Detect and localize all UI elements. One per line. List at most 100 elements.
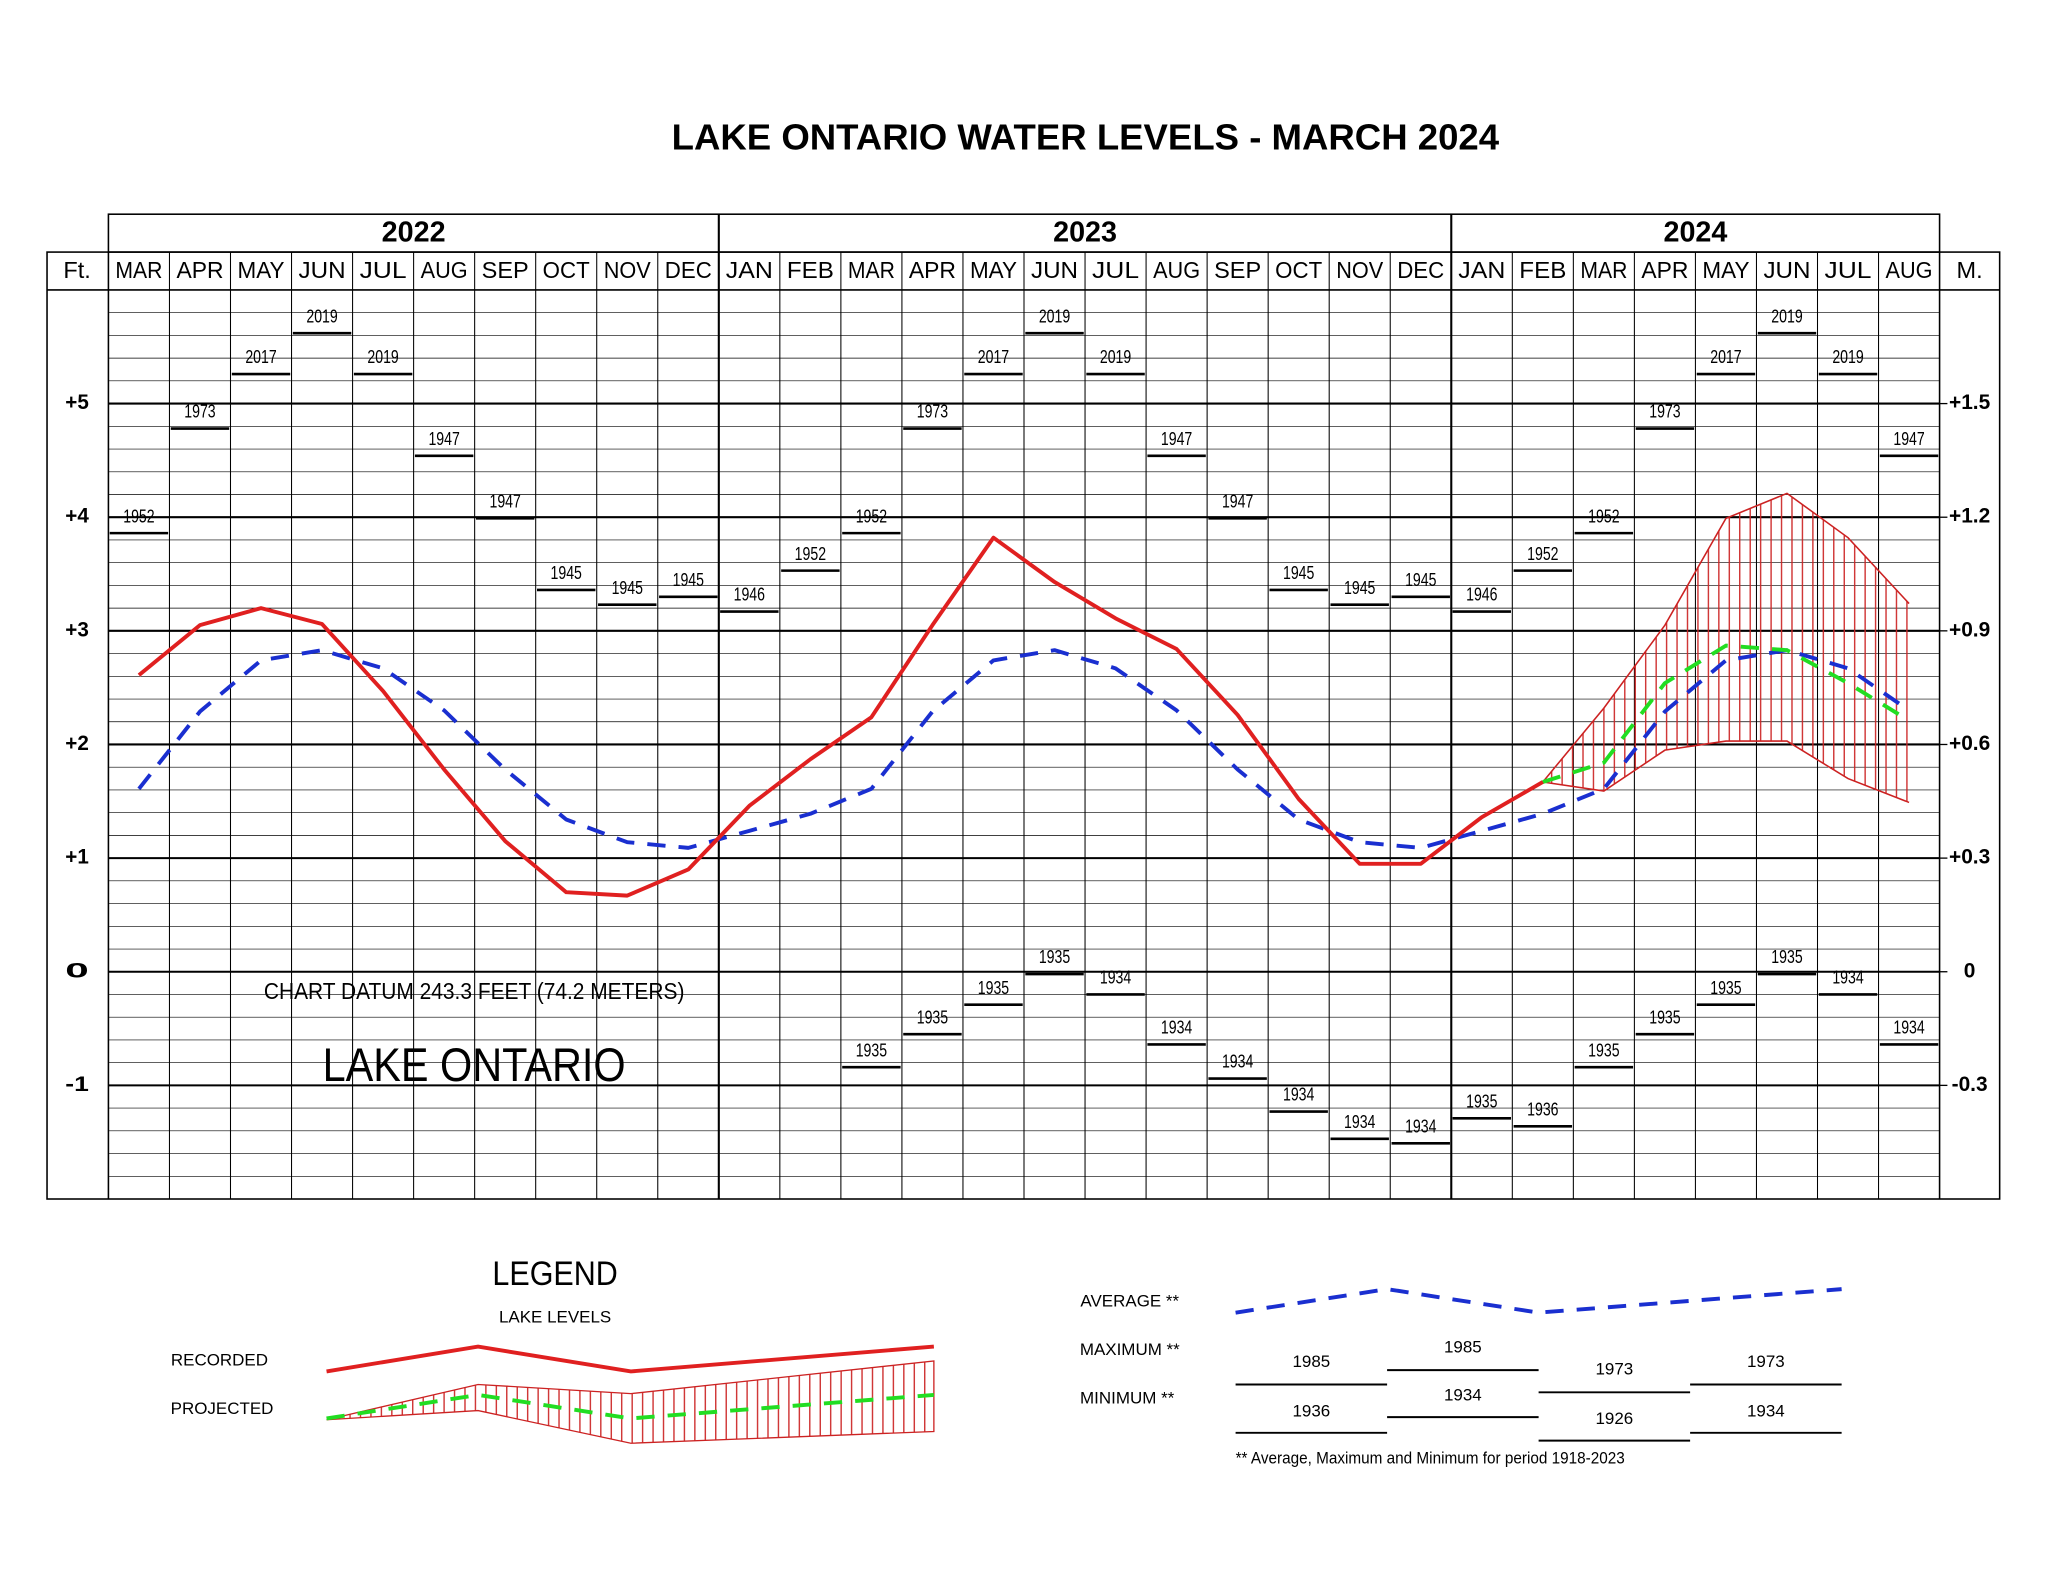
- plot: 2022 MAR APR MAY JUN JUL AUG SEP OCT NOV DEC 2023 JA…: [46, 213, 2001, 1200]
- record-year: 1947: [1161, 428, 1192, 449]
- x-tick-label: JUL: [360, 257, 407, 283]
- y-tick-label: +3: [65, 618, 89, 641]
- legend-subtitle: LAKE LEVELS: [499, 1307, 611, 1326]
- record-year: 1947: [489, 491, 520, 512]
- x-tick-label: OCT: [1275, 257, 1322, 283]
- record-year: 1935: [1039, 946, 1070, 967]
- y-tick-label: +5: [65, 391, 89, 414]
- y-tick-label: -1: [65, 1073, 89, 1096]
- y-tick-label: +2: [65, 732, 89, 755]
- x-tick-label: APR: [909, 257, 956, 283]
- x-tick-label: OCT: [543, 257, 590, 283]
- x-tick-label: AUG: [1886, 257, 1933, 283]
- x-tick-label: SEP: [482, 257, 529, 283]
- record-year: 2017: [245, 346, 276, 367]
- x-tick-label: APR: [176, 257, 223, 283]
- x-tick-label: MAY: [970, 257, 1017, 283]
- series-line: [137, 648, 1911, 850]
- annotation: LAKE ONTARIO: [323, 1038, 626, 1091]
- record-year: 1952: [856, 505, 887, 526]
- legend-title: LEGEND: [492, 1255, 617, 1293]
- legend-sample-year: 1926: [1595, 1409, 1633, 1428]
- record-year: 1973: [1649, 401, 1680, 422]
- x-tick-label: APR: [1641, 257, 1688, 283]
- record-year: 1935: [1466, 1090, 1497, 1111]
- y2-tick-label: 0: [1964, 959, 1976, 982]
- record-year: 2019: [1832, 346, 1863, 367]
- legend-label: MINIMUM **: [1080, 1388, 1175, 1407]
- x-tick-label: MAR: [115, 257, 162, 283]
- record-year: 2019: [1771, 305, 1802, 326]
- record-year: 2017: [1710, 346, 1741, 367]
- y2-tick-label: +1.5: [1949, 391, 1991, 414]
- record-year: 2019: [306, 305, 337, 326]
- year-label: 2023: [1053, 216, 1117, 248]
- y-tick-label: 0: [65, 959, 89, 982]
- record-year: 1947: [1222, 491, 1253, 512]
- chart-title: LAKE ONTARIO WATER LEVELS - MARCH 2024: [672, 116, 1500, 157]
- record-year: 1945: [551, 562, 582, 583]
- legend-sample-year: 1973: [1595, 1360, 1633, 1379]
- y2-axis-label: M.: [1957, 257, 1983, 283]
- legend-label: MAXIMUM **: [1080, 1340, 1180, 1359]
- record-year: 1935: [1771, 946, 1802, 967]
- record-year: 1934: [1893, 1017, 1924, 1038]
- x-tick-label: DEC: [665, 257, 712, 283]
- projected-range-max: [1542, 492, 1910, 783]
- record-year: 2019: [1039, 305, 1070, 326]
- record-year: 1936: [1527, 1098, 1558, 1119]
- record-year: 1934: [1222, 1051, 1253, 1072]
- legend-sample-year: 1934: [1747, 1401, 1785, 1420]
- record-year: 1952: [1588, 505, 1619, 526]
- legend-swatch: [326, 1392, 935, 1421]
- legend-footnote: ** Average, Maximum and Minimum for peri…: [1236, 1448, 1625, 1467]
- outer-frame: [46, 251, 2001, 1200]
- record-year: 1945: [673, 569, 704, 590]
- record-year: 1935: [978, 977, 1009, 998]
- y2-tick-label: +0.3: [1949, 846, 1990, 869]
- y-axis-label: Ft.: [63, 257, 90, 283]
- x-tick-label: JUN: [1031, 257, 1078, 283]
- legend-sample-year: 1936: [1292, 1401, 1330, 1420]
- record-year: 1934: [1832, 967, 1863, 988]
- record-year: 1935: [917, 1006, 948, 1027]
- record-year: 1945: [1283, 562, 1314, 583]
- record-year: 1946: [734, 584, 765, 605]
- series-line: [137, 535, 1544, 898]
- annotation: CHART DATUM 243.3 FEET (74.2 METERS): [264, 978, 685, 1004]
- record-year: 1952: [1527, 543, 1558, 564]
- x-tick-label: JUN: [1763, 257, 1810, 283]
- record-year: 1934: [1344, 1111, 1375, 1132]
- x-tick-label: DEC: [1397, 257, 1444, 283]
- year-label: 2022: [382, 216, 446, 248]
- x-tick-label: NOV: [604, 257, 651, 283]
- x-tick-label: JAN: [726, 257, 773, 283]
- record-year: 1935: [1588, 1039, 1619, 1060]
- x-tick-label: MAY: [1702, 257, 1749, 283]
- series-line: [1542, 643, 1911, 784]
- x-tick-label: MAR: [1580, 257, 1627, 283]
- record-year: 1935: [856, 1039, 887, 1060]
- x-tick-label: AUG: [421, 257, 468, 283]
- legend: LEGEND LAKE LEVELS RECORDED PROJECTED AV…: [171, 1255, 1842, 1467]
- legend-sample-year: 1973: [1747, 1352, 1785, 1371]
- record-year: 1934: [1100, 967, 1131, 988]
- y-tick-label: +1: [65, 846, 89, 869]
- legend-label: RECORDED: [171, 1350, 268, 1369]
- x-tick-label: FEB: [1519, 257, 1566, 283]
- record-year: 1935: [1649, 1006, 1680, 1027]
- legend-swatch: [1235, 1287, 1842, 1315]
- record-year: 2019: [1100, 346, 1131, 367]
- y-tick-label: +4: [65, 505, 89, 528]
- record-year: 1934: [1405, 1115, 1436, 1136]
- record-year: 1947: [1893, 428, 1924, 449]
- record-year: 1945: [1405, 569, 1436, 590]
- x-tick-label: SEP: [1214, 257, 1261, 283]
- record-year: 1952: [795, 543, 826, 564]
- record-year: 1973: [184, 401, 215, 422]
- legend-label: AVERAGE **: [1080, 1292, 1179, 1311]
- legend-sample-year: 1985: [1444, 1337, 1482, 1356]
- projected-range-min: [1542, 740, 1910, 804]
- record-year: 2019: [367, 346, 398, 367]
